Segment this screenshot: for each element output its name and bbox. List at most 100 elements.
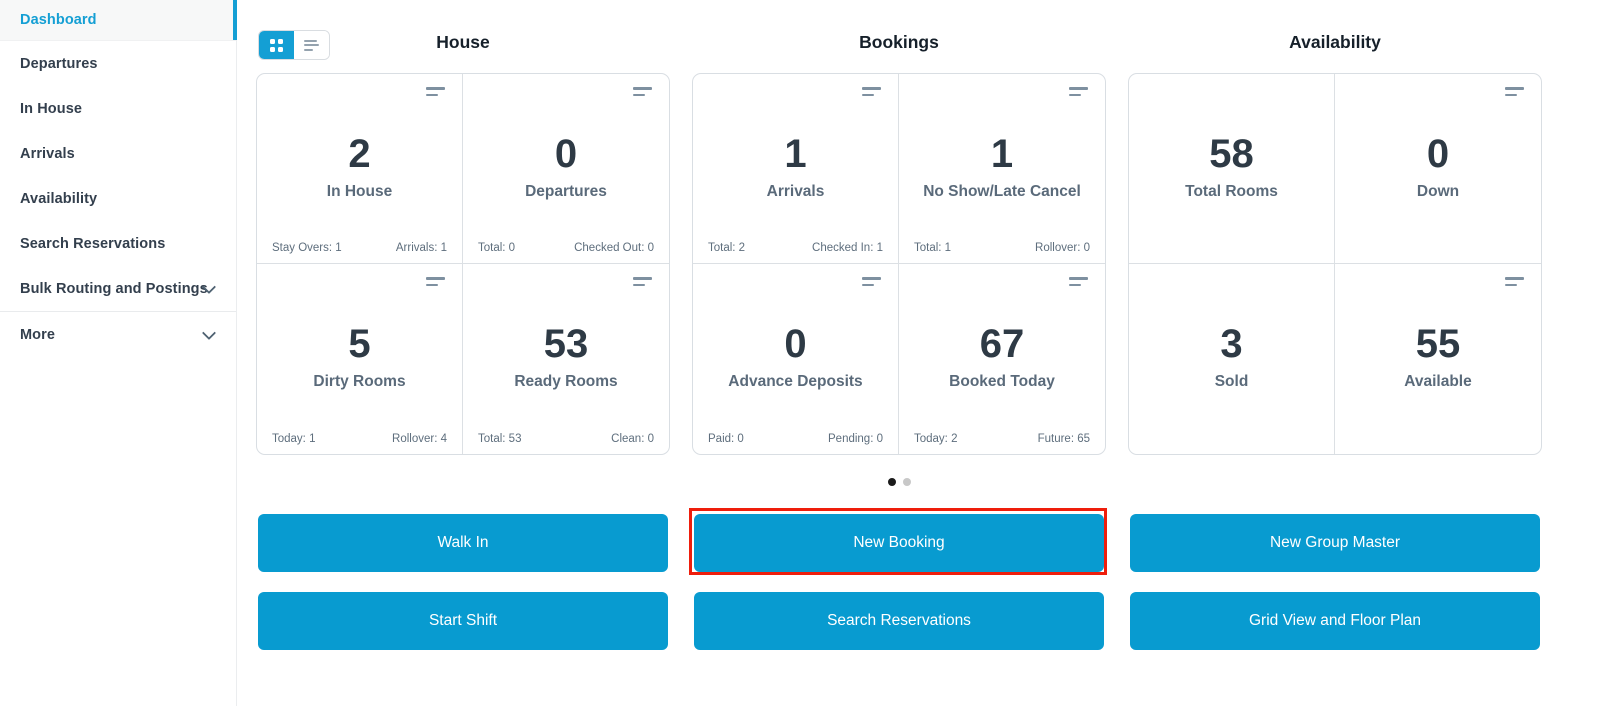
group-title-house: House — [436, 32, 490, 52]
stat-card-advance-deposits[interactable]: 0 Advance Deposits Paid: 0 Pending: 0 — [693, 264, 899, 454]
group-title-bookings: Bookings — [859, 32, 939, 52]
stat-card-no-show-late-cancel[interactable]: 1 No Show/Late Cancel Total: 1 Rollover:… — [899, 74, 1105, 264]
stat-label: Total Rooms — [1185, 183, 1278, 200]
stat-value: 0 — [784, 322, 807, 366]
stat-card-ready-rooms[interactable]: 53 Ready Rooms Total: 53 Clean: 0 — [463, 264, 669, 454]
stat-label: Advance Deposits — [728, 373, 863, 390]
stat-value: 58 — [1209, 132, 1254, 176]
new-group-master-button[interactable]: New Group Master — [1130, 514, 1540, 572]
sidebar-item-label: More — [20, 326, 56, 343]
stat-groups: 2 In House Stay Overs: 1 Arrivals: 1 0 D… — [256, 73, 1542, 455]
stat-footer-right: Clean: 0 — [611, 433, 654, 445]
stat-footer-right: Rollover: 0 — [1035, 242, 1090, 254]
stat-filter-icon[interactable] — [1069, 87, 1088, 96]
stat-footer-right: Future: 65 — [1037, 433, 1090, 445]
stat-footer-left: Stay Overs: 1 — [272, 242, 342, 254]
sidebar-item-label: Dashboard — [20, 12, 97, 28]
sidebar-item-label: Search Reservations — [20, 235, 166, 252]
stat-footer-right: Arrivals: 1 — [395, 242, 447, 254]
stat-label: Dirty Rooms — [313, 373, 406, 390]
dashboard-main: House Bookings Availability 2 In House S… — [237, 0, 1610, 713]
stat-value: 1 — [990, 132, 1014, 176]
carousel-dot-1[interactable] — [887, 478, 896, 486]
sidebar-item-label: Bulk Routing and Postings — [20, 280, 208, 297]
stat-filter-icon[interactable] — [862, 87, 881, 96]
stat-footer-right: Checked Out: 0 — [574, 242, 654, 254]
sidebar-item-label: In House — [20, 100, 83, 117]
stat-group-availability: 58 Total Rooms 0 Down 3 Sold 55 Availabl… — [1128, 73, 1542, 455]
sidebar-item-label: Availability — [20, 190, 98, 207]
sidebar-item-in-house[interactable]: In House — [0, 86, 236, 131]
grid-view-button[interactable] — [259, 31, 294, 59]
walk-in-button[interactable]: Walk In — [258, 514, 668, 572]
stat-card-departures[interactable]: 0 Departures Total: 0 Checked Out: 0 — [463, 74, 669, 264]
stat-value: 55 — [1415, 322, 1461, 366]
stat-group-bookings: 1 Arrivals Total: 2 Checked In: 1 1 No S… — [692, 73, 1106, 455]
stat-footer-left: Total: 2 — [708, 242, 746, 254]
stat-card-down[interactable]: 0 Down — [1335, 74, 1541, 264]
sidebar-item-dashboard[interactable]: Dashboard — [0, 0, 237, 41]
stat-footer-left: Total: 53 — [478, 433, 522, 445]
carousel-dots — [256, 478, 1542, 486]
sidebar-item-departures[interactable]: Departures — [0, 41, 236, 86]
stat-footer-left: Today: 2 — [914, 433, 958, 445]
stat-label: Booked Today — [949, 373, 1055, 390]
sidebar-item-availability[interactable]: Availability — [0, 176, 236, 221]
new-booking-button[interactable]: New Booking — [694, 514, 1104, 572]
stat-footer-left: Today: 1 — [272, 433, 316, 445]
stat-label: No Show/Late Cancel — [923, 183, 1081, 200]
stat-group-house: 2 In House Stay Overs: 1 Arrivals: 1 0 D… — [256, 73, 670, 455]
stat-filter-icon[interactable] — [633, 87, 652, 96]
stat-footer-left: Total: 0 — [478, 242, 516, 254]
stat-footer-right: Rollover: 4 — [392, 433, 447, 445]
sidebar-item-bulk-routing-and-postings[interactable]: Bulk Routing and Postings — [0, 266, 236, 311]
list-view-button[interactable] — [294, 31, 329, 59]
stat-label: Departures — [525, 183, 607, 200]
stat-value: 0 — [1426, 132, 1450, 176]
stat-footer-left: Paid: 0 — [708, 433, 744, 445]
sidebar-nav: Dashboard Departures In House Arrivals A… — [0, 0, 237, 706]
stat-card-total-rooms[interactable]: 58 Total Rooms — [1129, 74, 1335, 264]
chevron-down-icon — [201, 325, 217, 340]
sidebar-item-search-reservations[interactable]: Search Reservations — [0, 221, 236, 266]
stat-card-dirty-rooms[interactable]: 5 Dirty Rooms Today: 1 Rollover: 4 — [257, 264, 463, 454]
sidebar-item-arrivals[interactable]: Arrivals — [0, 131, 236, 176]
stat-card-available[interactable]: 55 Available — [1335, 264, 1541, 454]
stat-label: In House — [326, 183, 393, 200]
sidebar-item-label: Arrivals — [20, 145, 75, 162]
group-title-availability: Availability — [1289, 32, 1381, 52]
stat-filter-icon[interactable] — [426, 87, 445, 96]
start-shift-button[interactable]: Start Shift — [258, 592, 668, 650]
stat-filter-icon[interactable] — [426, 277, 445, 286]
stat-filter-icon[interactable] — [1505, 277, 1524, 286]
stat-filter-icon[interactable] — [1069, 277, 1088, 286]
stat-card-booked-today[interactable]: 67 Booked Today Today: 2 Future: 65 — [899, 264, 1105, 454]
stat-value: 3 — [1220, 322, 1243, 366]
stat-card-in-house[interactable]: 2 In House Stay Overs: 1 Arrivals: 1 — [257, 74, 463, 264]
carousel-dot-2[interactable] — [902, 478, 911, 486]
stat-filter-icon[interactable] — [633, 277, 652, 286]
stat-value: 1 — [784, 132, 807, 176]
sidebar-item-more[interactable]: More — [0, 311, 236, 357]
grid-view-and-floor-plan-button[interactable]: Grid View and Floor Plan — [1130, 592, 1540, 650]
stat-filter-icon[interactable] — [862, 277, 881, 286]
stat-value: 2 — [348, 132, 371, 176]
stat-value: 67 — [979, 322, 1025, 366]
view-toggle — [258, 30, 330, 60]
search-reservations-button[interactable]: Search Reservations — [694, 592, 1104, 650]
stat-card-sold[interactable]: 3 Sold — [1129, 264, 1335, 454]
list-view-icon — [304, 37, 319, 53]
column-headers: House Bookings Availability — [256, 32, 1542, 53]
stat-label: Sold — [1214, 373, 1249, 390]
stat-footer-right: Pending: 0 — [828, 433, 883, 445]
stat-label: Arrivals — [766, 183, 825, 200]
stat-card-arrivals[interactable]: 1 Arrivals Total: 2 Checked In: 1 — [693, 74, 899, 264]
stat-filter-icon[interactable] — [1505, 87, 1524, 96]
sidebar-item-label: Departures — [20, 55, 98, 72]
stat-label: Down — [1416, 183, 1460, 200]
stat-footer-left: Total: 1 — [914, 242, 952, 254]
stat-footer-right: Checked In: 1 — [812, 242, 883, 254]
grid-view-icon — [270, 38, 283, 52]
active-indicator-bar — [233, 0, 237, 40]
stat-value: 5 — [348, 322, 371, 366]
